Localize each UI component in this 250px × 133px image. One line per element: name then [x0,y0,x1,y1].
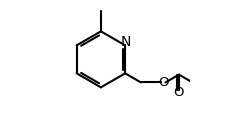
Text: O: O [174,86,184,99]
Text: N: N [121,35,131,49]
Text: O: O [158,76,168,89]
